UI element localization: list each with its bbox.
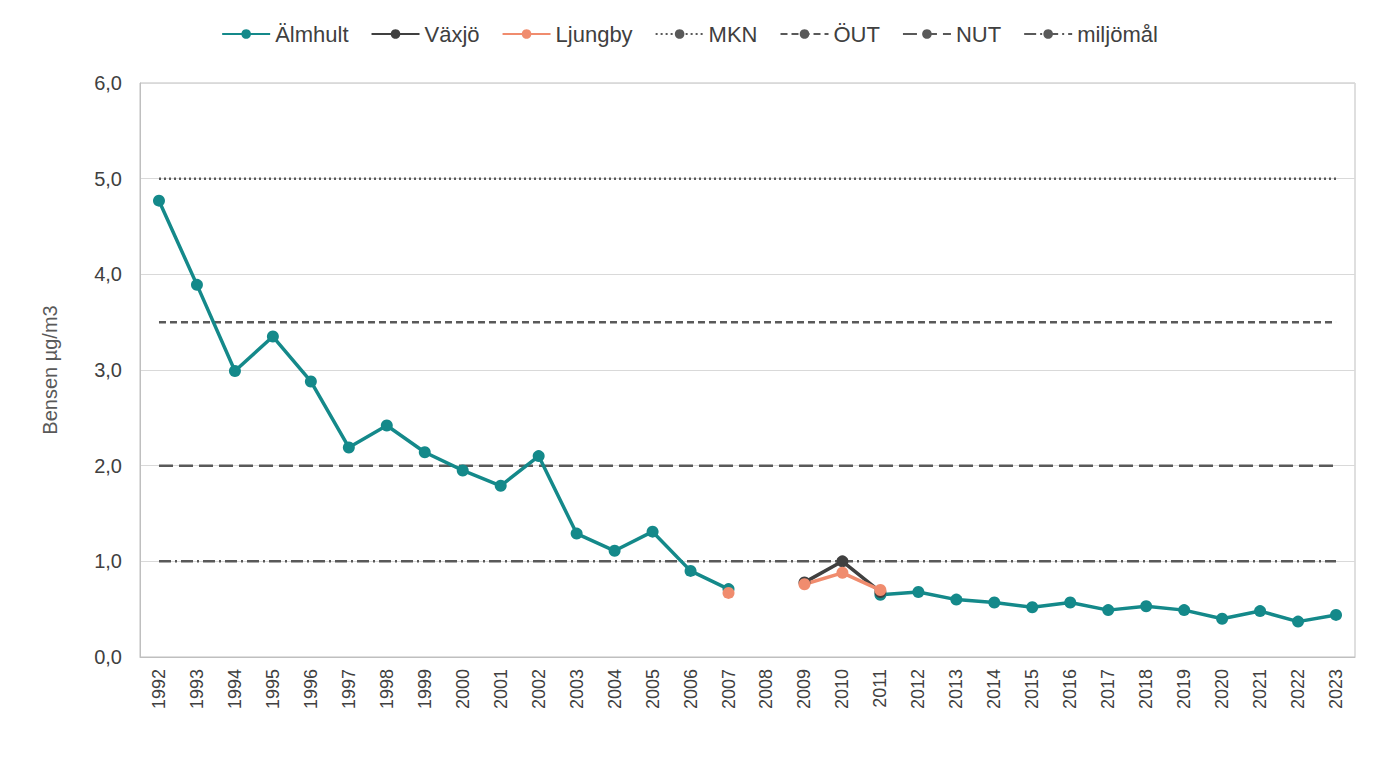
svg-text:2016: 2016 [1060, 669, 1080, 709]
svg-text:Växjö: Växjö [425, 22, 480, 47]
svg-text:1996: 1996 [301, 669, 321, 709]
svg-text:2009: 2009 [794, 669, 814, 709]
svg-text:2,0: 2,0 [94, 455, 122, 477]
svg-text:ÖUT: ÖUT [834, 22, 880, 47]
svg-text:2017: 2017 [1098, 669, 1118, 709]
svg-text:2007: 2007 [719, 669, 739, 709]
svg-text:2018: 2018 [1136, 669, 1156, 709]
svg-text:2021: 2021 [1250, 669, 1270, 709]
svg-text:NUT: NUT [956, 22, 1001, 47]
svg-text:1994: 1994 [225, 669, 245, 709]
svg-text:2005: 2005 [643, 669, 663, 709]
svg-text:2023: 2023 [1326, 669, 1346, 709]
svg-text:6,0: 6,0 [94, 72, 122, 94]
svg-text:2015: 2015 [1022, 669, 1042, 709]
svg-text:miljömål: miljömål [1077, 22, 1158, 47]
svg-text:2010: 2010 [832, 669, 852, 709]
svg-text:2002: 2002 [529, 669, 549, 709]
svg-text:2020: 2020 [1212, 669, 1232, 709]
svg-text:1997: 1997 [339, 669, 359, 709]
svg-text:2014: 2014 [984, 669, 1004, 709]
svg-text:4,0: 4,0 [94, 263, 122, 285]
svg-text:3,0: 3,0 [94, 359, 122, 381]
svg-text:1995: 1995 [263, 669, 283, 709]
svg-text:2019: 2019 [1174, 669, 1194, 709]
svg-text:5,0: 5,0 [94, 168, 122, 190]
svg-text:2008: 2008 [756, 669, 776, 709]
svg-text:2006: 2006 [681, 669, 701, 709]
svg-text:1999: 1999 [415, 669, 435, 709]
svg-text:1,0: 1,0 [94, 550, 122, 572]
svg-text:Ljungby: Ljungby [556, 22, 633, 47]
svg-text:0,0: 0,0 [94, 646, 122, 668]
svg-text:2012: 2012 [908, 669, 928, 709]
svg-text:2004: 2004 [605, 669, 625, 709]
svg-text:1993: 1993 [187, 669, 207, 709]
svg-text:MKN: MKN [709, 22, 758, 47]
svg-text:Bensen µg/m3: Bensen µg/m3 [39, 305, 61, 434]
svg-text:2000: 2000 [453, 669, 473, 709]
svg-text:2011: 2011 [870, 669, 890, 708]
svg-text:2022: 2022 [1288, 669, 1308, 709]
svg-text:2001: 2001 [491, 669, 511, 709]
svg-text:2003: 2003 [567, 669, 587, 709]
svg-text:1992: 1992 [149, 669, 169, 709]
svg-text:2013: 2013 [946, 669, 966, 709]
svg-text:Älmhult: Älmhult [275, 22, 348, 47]
svg-text:1998: 1998 [377, 669, 397, 709]
